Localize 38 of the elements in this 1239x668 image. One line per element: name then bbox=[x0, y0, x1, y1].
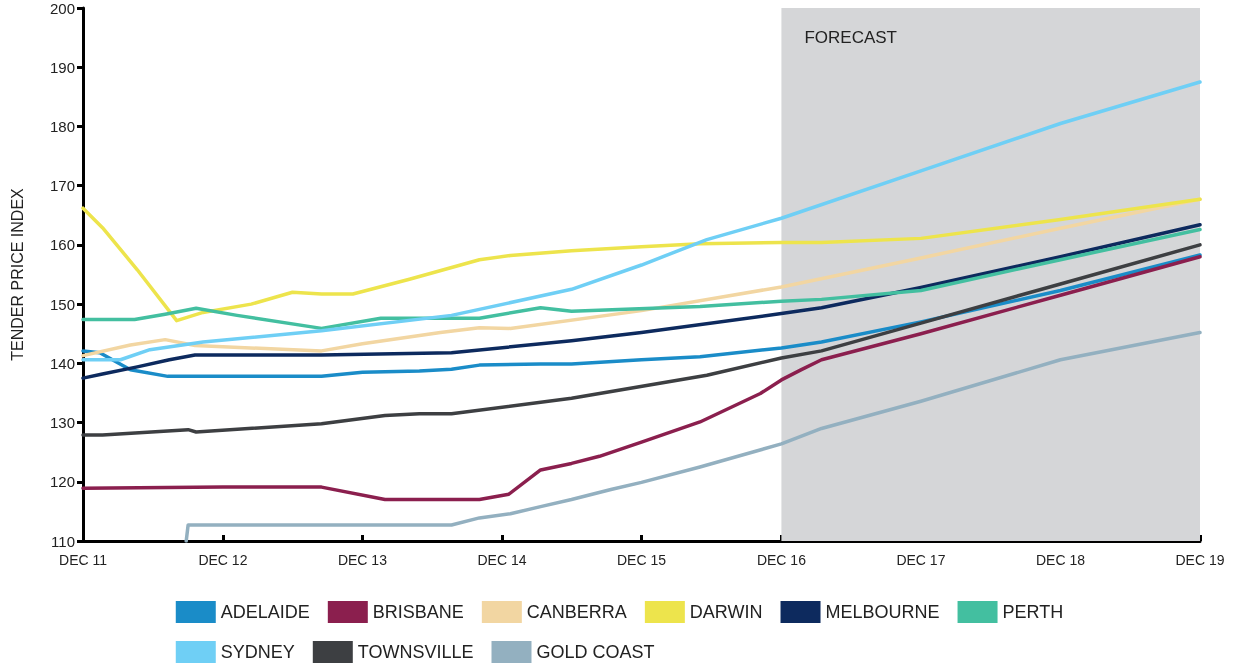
legend-label: DARWIN bbox=[689, 602, 763, 622]
legend-label: TOWNSVILLE bbox=[357, 642, 474, 662]
line-series bbox=[184, 330, 1202, 543]
y-tick-label: 120 bbox=[49, 473, 75, 491]
x-tick-label: DEC 18 bbox=[1035, 552, 1086, 568]
legend-label: ADELAIDE bbox=[220, 602, 310, 622]
x-tick-label: DEC 17 bbox=[896, 552, 946, 568]
x-tick-label: DEC 11 bbox=[59, 552, 108, 568]
x-tick-label: DEC 13 bbox=[337, 552, 388, 568]
y-tick-label: 130 bbox=[49, 414, 75, 432]
y-tick-label: 190 bbox=[49, 58, 75, 76]
legend-label: GOLD COAST bbox=[536, 642, 655, 662]
line-series bbox=[81, 80, 1202, 362]
line-series bbox=[81, 223, 1202, 380]
y-tick-label: 180 bbox=[49, 117, 75, 135]
x-tick-label: DEC 15 bbox=[616, 552, 667, 568]
legend-label: CANBERRA bbox=[526, 602, 627, 622]
x-tick-label: DEC 16 bbox=[756, 552, 807, 568]
line-series bbox=[81, 254, 1202, 502]
y-tick-label: 200 bbox=[49, 0, 75, 17]
legend-label: MELBOURNE bbox=[825, 602, 940, 622]
y-tick-label: 160 bbox=[49, 236, 75, 254]
y-tick-label: 150 bbox=[49, 295, 75, 313]
y-tick-label: 110 bbox=[51, 532, 75, 550]
line-series bbox=[81, 253, 1202, 379]
legend-label: SYDNEY bbox=[220, 642, 295, 662]
x-tick-label: DEC 19 bbox=[1175, 552, 1225, 568]
legend-label: PERTH bbox=[1002, 602, 1064, 622]
line-series bbox=[81, 197, 1202, 323]
x-tick-label: DEC 12 bbox=[198, 552, 248, 568]
y-tick-label: 140 bbox=[49, 354, 75, 372]
y-axis-title: TENDER PRICE INDEX bbox=[8, 187, 26, 361]
x-tick-label: DEC 14 bbox=[477, 552, 527, 568]
line-series bbox=[81, 243, 1202, 437]
line-series bbox=[81, 227, 1202, 331]
band-label: FORECAST bbox=[804, 28, 897, 47]
y-tick-label: 170 bbox=[49, 177, 75, 195]
legend-label: BRISBANE bbox=[372, 602, 464, 622]
